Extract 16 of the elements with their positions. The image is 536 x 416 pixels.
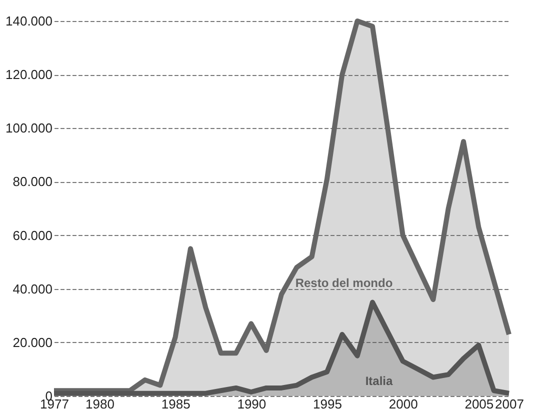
y-tick-label: 120.000 — [6, 67, 52, 82]
x-tick-label: 2005 — [464, 396, 494, 412]
series-label: Resto del mondo — [295, 276, 393, 290]
y-tick-label: 60.000 — [12, 228, 52, 243]
series-label: Italia — [365, 374, 393, 388]
y-tick-label: 20.000 — [12, 334, 52, 350]
y-tick-label: 100.000 — [6, 120, 52, 136]
x-tick-label: 1995 — [313, 396, 342, 412]
x-tick-label: 2007 — [495, 396, 524, 412]
y-tick-label: 40.000 — [12, 281, 52, 296]
x-tick-label: 1980 — [86, 396, 114, 412]
x-tick-label: 2000 — [388, 396, 418, 412]
x-tick-label: 1985 — [161, 396, 190, 412]
y-tick-label: 140.000 — [6, 14, 52, 28]
y-tick-label: 80.000 — [12, 174, 52, 190]
x-tick-label: 1990 — [237, 396, 266, 412]
